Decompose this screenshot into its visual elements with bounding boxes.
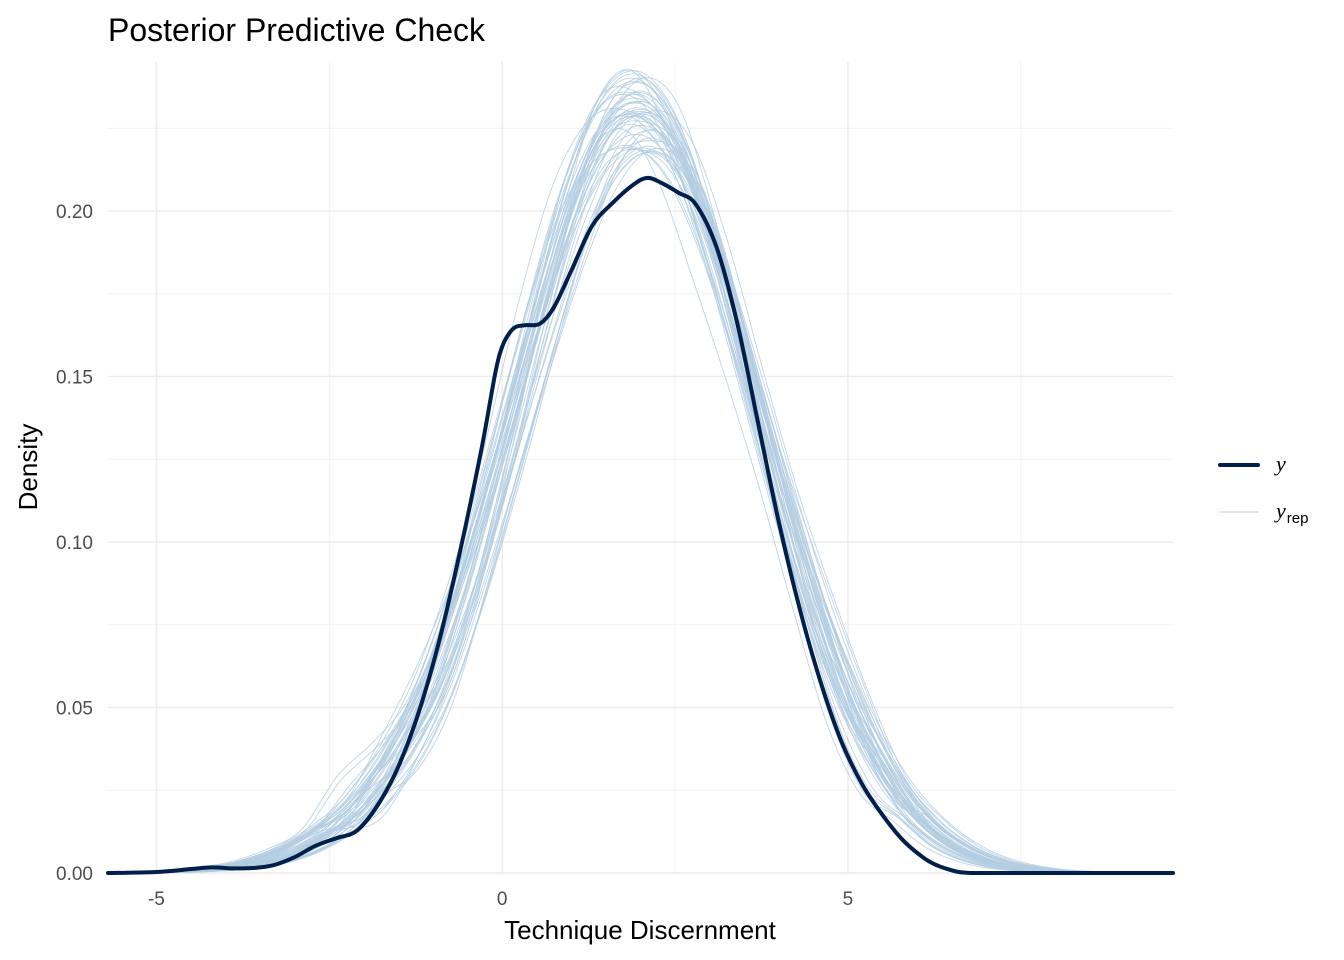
yrep-line: [129, 150, 1174, 874]
yrep-line: [110, 125, 1171, 874]
yrep-line: [107, 101, 1174, 874]
yrep-line: [107, 145, 1174, 874]
x-tick-label: 5: [843, 889, 854, 910]
x-tick-label: -5: [148, 889, 165, 910]
yrep-line: [107, 111, 1174, 874]
yrep-line: [127, 108, 1153, 874]
yrep-line: [107, 147, 1174, 874]
yrep-line: [107, 91, 1162, 874]
x-axis-title: Technique Discernment: [504, 915, 776, 945]
yrep-line: [107, 97, 1174, 874]
yrep-line: [107, 115, 1174, 874]
yrep-line: [107, 145, 1161, 874]
y-tick-label: 0.00: [56, 864, 93, 885]
yrep-line: [107, 112, 1174, 874]
yrep-line: [142, 90, 1145, 874]
yrep-line: [138, 129, 1166, 874]
yrep-line: [107, 140, 1174, 874]
yrep-line: [118, 128, 1137, 874]
yrep-line: [128, 111, 1171, 874]
yrep-line: [107, 110, 1174, 874]
yrep-line: [107, 92, 1174, 874]
x-tick-label: 0: [497, 889, 508, 910]
yrep-line: [107, 77, 1174, 874]
yrep-line: [125, 120, 1166, 874]
y-tick-label: 0.10: [56, 533, 93, 554]
legend-label-sub: rep: [1287, 510, 1309, 527]
x-tick-labels: -5 0 5: [148, 889, 853, 910]
yrep-line: [107, 133, 1174, 874]
yrep-series: [107, 69, 1174, 874]
yrep-line: [107, 70, 1174, 874]
yrep-line: [134, 152, 1171, 874]
yrep-line: [132, 147, 1174, 874]
yrep-line: [123, 93, 1143, 874]
y-series: [106, 175, 1175, 875]
yrep-line: [107, 147, 1174, 874]
yrep-line: [107, 69, 1174, 874]
y-tick-label: 0.05: [56, 698, 93, 719]
legend: y yrep: [1218, 451, 1308, 527]
legend-label-yrep: yrep: [1274, 498, 1308, 527]
yrep-line: [107, 113, 1174, 874]
y-axis-title: Density: [13, 424, 43, 511]
yrep-line: [107, 151, 1174, 874]
yrep-line: [111, 123, 1161, 874]
yrep-line: [120, 100, 1173, 874]
yrep-line: [107, 80, 1174, 874]
yrep-line: [134, 77, 1158, 874]
yrep-line: [140, 129, 1171, 874]
yrep-line: [110, 73, 1165, 874]
yrep-line: [107, 102, 1174, 874]
chart-title: Posterior Predictive Check: [108, 12, 486, 48]
yrep-line: [123, 107, 1142, 874]
yrep-line: [107, 109, 1174, 874]
y-tick-label: 0.20: [56, 202, 93, 223]
yrep-line: [125, 81, 1170, 874]
yrep-line: [118, 69, 1146, 874]
yrep-line: [107, 108, 1174, 874]
y-tick-labels: 0.00 0.05 0.10 0.15 0.20: [56, 202, 93, 885]
yrep-line: [138, 137, 1162, 874]
yrep-line: [112, 113, 1172, 874]
yrep-line: [107, 77, 1174, 874]
yrep-line: [120, 115, 1166, 874]
y-line: [106, 175, 1175, 875]
yrep-line: [107, 148, 1174, 874]
grid: [108, 62, 1173, 874]
yrep-line: [107, 86, 1174, 874]
legend-label-y: y: [1274, 451, 1286, 476]
y-tick-label: 0.15: [56, 367, 93, 388]
yrep-line: [107, 115, 1174, 874]
